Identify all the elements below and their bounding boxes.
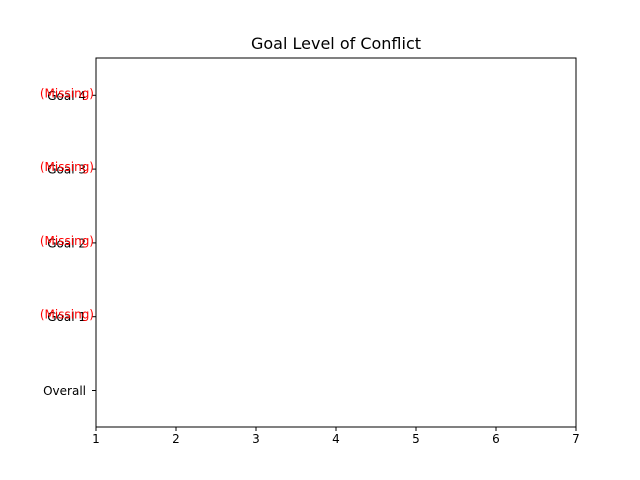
x-axis: 1 2 3 4 5 6 7 [92,427,580,446]
missing-annotation: (Missing) [40,86,94,100]
y-tick-label: Goal 3 [47,163,86,177]
x-tick-label: 2 [172,432,180,446]
y-axis: Overall Goal 1 Goal 2 Goal 3 Goal 4 [43,89,96,398]
y-tick-label: Goal 1 [47,310,86,324]
y-tick-label: Goal 4 [47,89,86,103]
x-tick-label: 5 [412,432,420,446]
missing-annotation: (Missing) [40,308,94,322]
missing-annotation: (Missing) [40,160,94,174]
x-tick-label: 7 [572,432,580,446]
x-tick-label: 1 [92,432,100,446]
y-tick-label: Goal 2 [47,236,86,250]
missing-annotations: (Missing) (Missing) (Missing) (Missing) [40,86,94,321]
chart-title: Goal Level of Conflict [251,34,421,53]
x-tick-label: 6 [492,432,500,446]
y-tick-label: Overall [43,384,86,398]
x-tick-label: 4 [332,432,340,446]
missing-annotation: (Missing) [40,234,94,248]
x-tick-label: 3 [252,432,260,446]
